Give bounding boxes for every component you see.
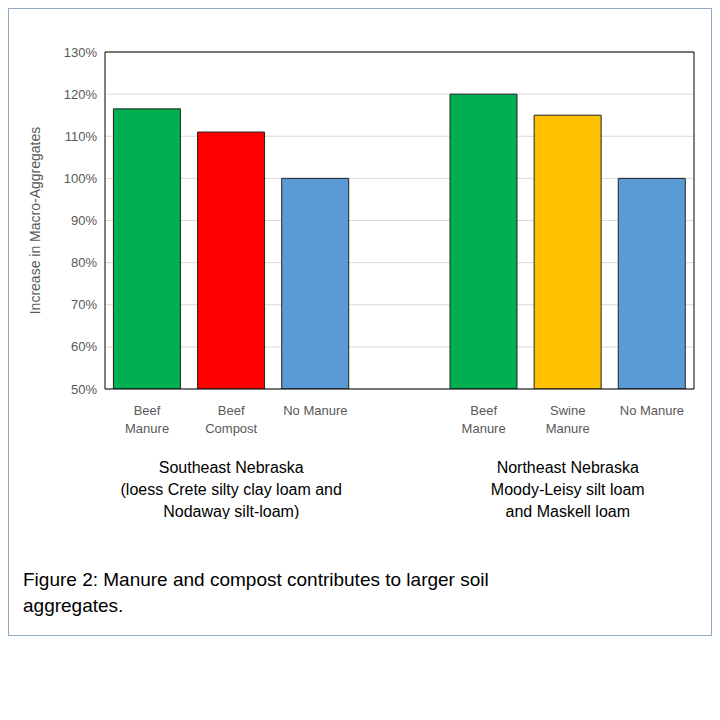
svg-text:Beef: Beef — [218, 403, 245, 418]
svg-text:90%: 90% — [71, 213, 97, 228]
svg-text:Compost: Compost — [205, 421, 257, 436]
svg-text:No Manure: No Manure — [283, 403, 347, 418]
svg-text:Manure: Manure — [462, 421, 506, 436]
html-text:Figure 2: Manure and compost c: Figure 2: Manure and compost contributes… — [23, 569, 489, 616]
svg-text:Nodaway silt-loam): Nodaway silt-loam) — [163, 503, 299, 519]
svg-text:Northeast Nebraska: Northeast Nebraska — [497, 459, 639, 476]
svg-text:Manure: Manure — [125, 421, 169, 436]
svg-text:and Maskell loam: and Maskell loam — [506, 503, 631, 519]
svg-text:No Manure: No Manure — [620, 403, 684, 418]
svg-text:100%: 100% — [64, 171, 98, 186]
svg-text:120%: 120% — [64, 87, 98, 102]
svg-text:60%: 60% — [71, 339, 97, 354]
svg-text:80%: 80% — [71, 255, 97, 270]
svg-text:Swine: Swine — [550, 403, 585, 418]
svg-text:Southeast Nebraska: Southeast Nebraska — [159, 459, 304, 476]
svg-text:Beef: Beef — [134, 403, 161, 418]
svg-text:Manure: Manure — [546, 421, 590, 436]
svg-text:110%: 110% — [65, 129, 98, 144]
svg-text:Moody-Leisy silt loam: Moody-Leisy silt loam — [491, 481, 645, 498]
svg-text:Beef: Beef — [470, 403, 497, 418]
svg-text:130%: 130% — [64, 45, 98, 60]
svg-text:(loess Crete silty clay loam a: (loess Crete silty clay loam and — [121, 481, 342, 498]
svg-text:Increase in Macro-Aggregates: Increase in Macro-Aggregates — [27, 127, 43, 315]
svg-text:70%: 70% — [71, 297, 97, 312]
svg-text:50%: 50% — [71, 382, 97, 397]
